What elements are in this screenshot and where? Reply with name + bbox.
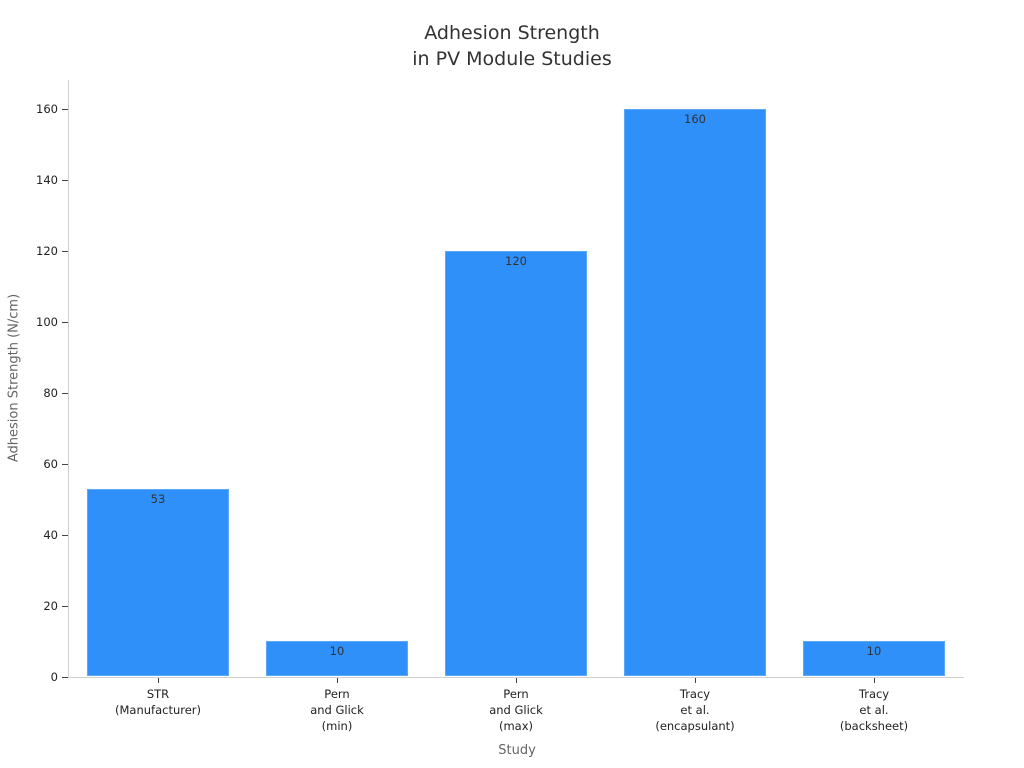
x-tick-label: Tracy et al. (encapsulant) bbox=[655, 686, 734, 734]
bar: 10 bbox=[266, 641, 408, 677]
x-tick-label-line: (backsheet) bbox=[839, 719, 909, 733]
y-tick bbox=[62, 464, 68, 465]
y-tick-label: 120 bbox=[36, 244, 58, 259]
x-axis-line bbox=[68, 677, 964, 678]
y-tick bbox=[62, 109, 68, 110]
y-tick-label: 60 bbox=[43, 456, 58, 471]
x-tick-label-line: et al. bbox=[859, 703, 889, 717]
x-tick-label: Tracy et al. (backsheet) bbox=[840, 686, 908, 734]
x-tick-label: Pern and Glick (min) bbox=[310, 686, 364, 734]
y-axis-label: Adhesion Strength (N/cm) bbox=[6, 293, 22, 463]
x-tick bbox=[516, 678, 517, 683]
y-tick bbox=[62, 251, 68, 252]
y-tick-label: 80 bbox=[43, 385, 58, 400]
bar: 120 bbox=[445, 251, 587, 677]
y-tick bbox=[62, 606, 68, 607]
bar-value-label: 160 bbox=[684, 112, 706, 127]
chart-title-line-1: Adhesion Strength bbox=[424, 22, 600, 44]
y-tick-label: 160 bbox=[36, 102, 58, 117]
x-tick-label-line: Tracy bbox=[858, 687, 890, 701]
chart-title: Adhesion Strength in PV Module Studies bbox=[0, 20, 1024, 72]
x-tick-label-line: (encapsulant) bbox=[655, 719, 735, 733]
y-tick bbox=[62, 322, 68, 323]
x-tick-label-line: STR bbox=[146, 687, 170, 701]
bar: 160 bbox=[624, 109, 766, 677]
y-tick-label: 20 bbox=[43, 598, 58, 613]
bar: 53 bbox=[87, 488, 229, 677]
x-tick-label-line: and Glick bbox=[310, 703, 364, 717]
y-tick bbox=[62, 180, 68, 181]
x-tick bbox=[158, 678, 159, 683]
x-tick-label-line: and Glick bbox=[489, 703, 543, 717]
x-tick-label-line: Tracy bbox=[679, 687, 711, 701]
x-tick bbox=[874, 678, 875, 683]
x-tick-label-line: (Manufacturer) bbox=[114, 703, 202, 717]
y-tick bbox=[62, 535, 68, 536]
y-tick bbox=[62, 393, 68, 394]
bar-value-label: 10 bbox=[866, 644, 882, 659]
chart-title-line-2: in PV Module Studies bbox=[412, 48, 612, 70]
y-tick-label: 100 bbox=[36, 314, 58, 329]
y-tick-label: 0 bbox=[50, 669, 58, 684]
x-tick bbox=[695, 678, 696, 683]
x-tick bbox=[337, 678, 338, 683]
y-axis-line bbox=[68, 80, 69, 677]
x-tick-label-line: Pern bbox=[503, 687, 529, 701]
x-tick-label-line: Pern bbox=[324, 687, 350, 701]
y-tick-label: 40 bbox=[43, 527, 58, 542]
x-tick-label: STR (Manufacturer) bbox=[115, 686, 201, 718]
bar: 10 bbox=[803, 641, 945, 677]
x-axis-label: Study bbox=[498, 743, 536, 758]
bar-value-label: 10 bbox=[329, 644, 345, 659]
x-tick-label-line: (min) bbox=[321, 719, 353, 733]
y-tick-label: 140 bbox=[36, 173, 58, 188]
x-tick-label-line: et al. bbox=[680, 703, 710, 717]
bar-value-label: 53 bbox=[150, 491, 166, 506]
x-tick-label: Pern and Glick (max) bbox=[489, 686, 543, 734]
bar-value-label: 120 bbox=[505, 254, 527, 269]
x-tick-label-line: (max) bbox=[498, 719, 534, 733]
y-tick bbox=[62, 677, 68, 678]
